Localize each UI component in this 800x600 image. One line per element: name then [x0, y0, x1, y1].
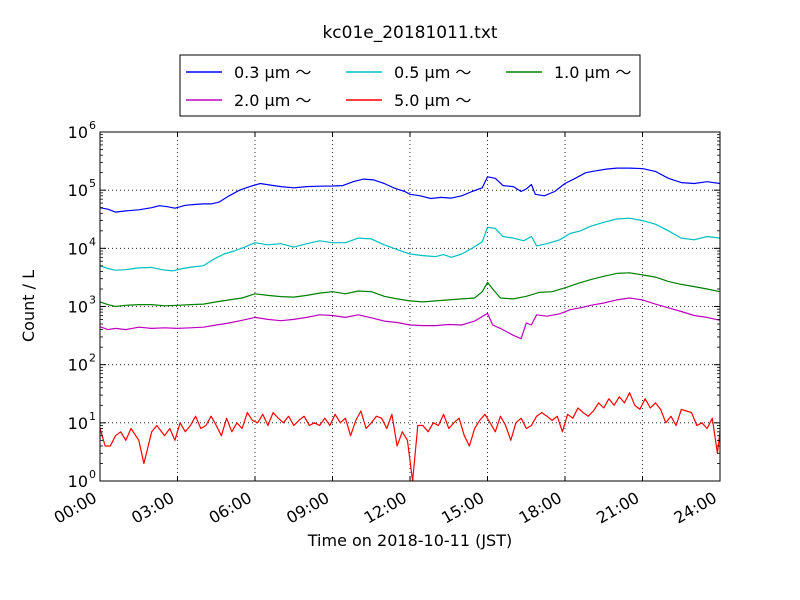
series-lines: [99, 167, 721, 482]
y-tick-label: 10 0: [68, 468, 96, 491]
x-axis-label: Time on 2018-10-11 (JST): [307, 531, 512, 550]
y-tick-label-base: 10: [68, 356, 88, 375]
legend-item: 0.5 μm ～: [346, 63, 471, 82]
y-tick-label-base: 10: [68, 181, 88, 200]
y-tick-label: 10 5: [68, 177, 96, 200]
y-tick-label-exponent: 6: [89, 119, 96, 132]
series-line-3: [99, 272, 721, 308]
series-line-2: [99, 217, 721, 272]
y-tick-label-base: 10: [68, 239, 88, 258]
legend-label: 0.3 μm ～: [234, 63, 311, 82]
series-line-5: [99, 392, 721, 482]
y-tick-label: 10 6: [68, 119, 96, 142]
legend: 0.3 μm ～ 0.5 μm ～ 1.0 μm ～ 2.0 μm ～ 5.0 μm ～: [179, 54, 641, 117]
chart-title: kc01e_20181011.txt: [322, 23, 497, 43]
y-tick-label-base: 10: [68, 414, 88, 433]
legend-item: 2.0 μm ～: [186, 91, 311, 110]
legend-label: 1.0 μm ～: [554, 63, 631, 82]
y-tick-label: 10 3: [68, 294, 96, 317]
y-tick-label: 10 4: [68, 235, 96, 258]
y-tick-label-base: 10: [68, 123, 88, 142]
legend-item: 5.0 μm ～: [346, 91, 471, 110]
legend-item: 1.0 μm ～: [506, 63, 631, 82]
series-line-1: [99, 167, 721, 213]
y-tick-label-exponent: 4: [89, 235, 96, 248]
y-tick-label-exponent: 1: [89, 410, 96, 423]
y-axis-label: Count / L: [19, 270, 38, 342]
y-tick-label-exponent: 0: [89, 468, 96, 481]
legend-label: 0.5 μm ～: [394, 63, 471, 82]
y-tick-label: 10 2: [68, 352, 96, 375]
series-line-4: [99, 297, 721, 340]
y-tick-label-exponent: 5: [89, 177, 96, 190]
y-tick-label-exponent: 3: [89, 294, 96, 307]
legend-label: 2.0 μm ～: [234, 91, 311, 110]
y-tick-label-base: 10: [68, 298, 88, 317]
y-tick-label-exponent: 2: [89, 352, 96, 365]
legend-item: 0.3 μm ～: [186, 63, 311, 82]
y-tick-label: 10 1: [68, 410, 96, 433]
y-tick-label-base: 10: [68, 472, 88, 491]
legend-label: 5.0 μm ～: [394, 91, 471, 110]
legend-box: [179, 54, 641, 117]
